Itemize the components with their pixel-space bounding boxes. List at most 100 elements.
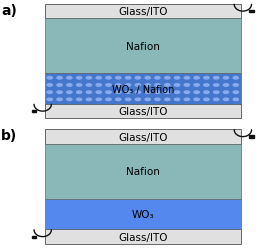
Circle shape — [155, 92, 160, 94]
Circle shape — [184, 92, 189, 94]
Bar — [249, 11, 254, 13]
Bar — [45, 104, 241, 119]
Circle shape — [194, 84, 199, 87]
Bar — [32, 110, 36, 113]
Circle shape — [67, 99, 72, 101]
Circle shape — [135, 77, 140, 80]
Circle shape — [233, 99, 238, 101]
Circle shape — [145, 92, 150, 94]
Circle shape — [223, 92, 229, 94]
Circle shape — [125, 84, 131, 87]
Text: Nafion: Nafion — [126, 42, 160, 51]
Circle shape — [214, 77, 219, 80]
Circle shape — [57, 77, 62, 80]
Circle shape — [96, 92, 101, 94]
Circle shape — [47, 99, 52, 101]
Circle shape — [47, 92, 52, 94]
Circle shape — [174, 84, 180, 87]
Circle shape — [155, 77, 160, 80]
Circle shape — [116, 77, 121, 80]
Circle shape — [194, 77, 199, 80]
Circle shape — [233, 77, 238, 80]
Circle shape — [204, 92, 209, 94]
Circle shape — [67, 92, 72, 94]
Circle shape — [96, 99, 101, 101]
Circle shape — [145, 77, 150, 80]
Circle shape — [174, 99, 180, 101]
Text: WO₃ / Nafion: WO₃ / Nafion — [112, 84, 174, 94]
Circle shape — [116, 84, 121, 87]
Circle shape — [135, 92, 140, 94]
Circle shape — [194, 92, 199, 94]
Circle shape — [77, 92, 82, 94]
Circle shape — [214, 99, 219, 101]
Circle shape — [174, 92, 180, 94]
Circle shape — [155, 84, 160, 87]
Circle shape — [214, 84, 219, 87]
Circle shape — [86, 92, 91, 94]
Circle shape — [86, 84, 91, 87]
Circle shape — [223, 77, 229, 80]
Circle shape — [194, 99, 199, 101]
Circle shape — [47, 84, 52, 87]
Text: a): a) — [1, 4, 17, 18]
Circle shape — [135, 99, 140, 101]
Bar — [249, 136, 254, 138]
Circle shape — [125, 99, 131, 101]
Circle shape — [106, 77, 111, 80]
Circle shape — [106, 92, 111, 94]
Circle shape — [165, 92, 170, 94]
Circle shape — [204, 99, 209, 101]
Text: Glass/ITO: Glass/ITO — [118, 132, 167, 142]
Circle shape — [96, 77, 101, 80]
Circle shape — [223, 99, 229, 101]
Circle shape — [204, 84, 209, 87]
Circle shape — [165, 77, 170, 80]
Circle shape — [57, 99, 62, 101]
Circle shape — [145, 99, 150, 101]
Circle shape — [57, 92, 62, 94]
Circle shape — [214, 92, 219, 94]
Circle shape — [125, 92, 131, 94]
Circle shape — [184, 99, 189, 101]
Circle shape — [233, 92, 238, 94]
Circle shape — [135, 84, 140, 87]
Text: WO₃: WO₃ — [132, 209, 154, 219]
Circle shape — [233, 84, 238, 87]
Circle shape — [77, 99, 82, 101]
Circle shape — [67, 77, 72, 80]
Circle shape — [165, 99, 170, 101]
Circle shape — [116, 99, 121, 101]
Bar — [45, 74, 241, 104]
Circle shape — [77, 77, 82, 80]
Bar — [45, 199, 241, 230]
Text: Glass/ITO: Glass/ITO — [118, 232, 167, 242]
Circle shape — [77, 84, 82, 87]
Bar — [45, 5, 241, 19]
Circle shape — [125, 77, 131, 80]
Circle shape — [145, 84, 150, 87]
Circle shape — [174, 77, 180, 80]
Circle shape — [223, 84, 229, 87]
Text: Glass/ITO: Glass/ITO — [118, 107, 167, 117]
Circle shape — [155, 99, 160, 101]
Circle shape — [47, 77, 52, 80]
Circle shape — [116, 92, 121, 94]
Bar — [45, 230, 241, 244]
Bar — [45, 19, 241, 74]
Bar — [45, 144, 241, 199]
Circle shape — [106, 99, 111, 101]
Text: Nafion: Nafion — [126, 166, 160, 176]
Circle shape — [184, 77, 189, 80]
Circle shape — [86, 77, 91, 80]
Circle shape — [96, 84, 101, 87]
Text: Glass/ITO: Glass/ITO — [118, 7, 167, 17]
Circle shape — [67, 84, 72, 87]
Circle shape — [57, 84, 62, 87]
Bar — [32, 236, 36, 238]
Circle shape — [86, 99, 91, 101]
Circle shape — [106, 84, 111, 87]
Circle shape — [165, 84, 170, 87]
Bar — [45, 130, 241, 144]
Circle shape — [204, 77, 209, 80]
